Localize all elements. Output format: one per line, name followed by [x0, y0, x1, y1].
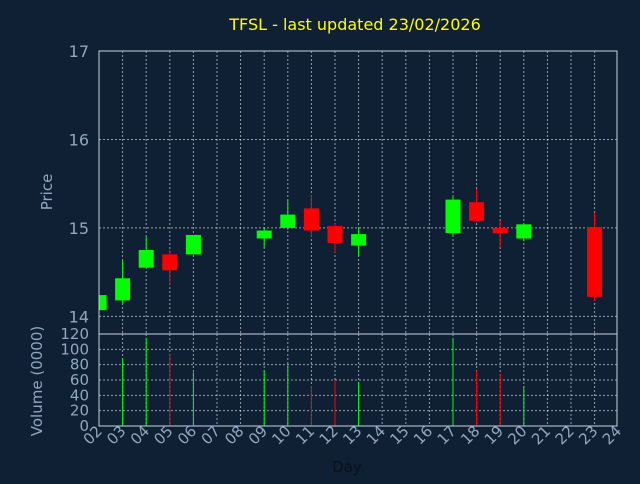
- chart-title: TFSL - last updated 23/02/2026: [228, 15, 481, 34]
- candle-body-12: [327, 226, 343, 243]
- x-axis-label: Day: [332, 458, 362, 476]
- volume-axis-label: Volume (0000): [28, 326, 46, 436]
- volume-tick-label-120: 120: [60, 325, 89, 343]
- price-axis-label: Price: [38, 174, 56, 211]
- candle-body-10: [280, 214, 296, 228]
- price-tick-label-15: 15: [69, 219, 89, 238]
- volume-panel-frame: [98, 333, 618, 427]
- price-tick-label-14: 14: [69, 307, 89, 326]
- candle-body-19: [492, 227, 508, 234]
- candle-body-09: [256, 230, 272, 239]
- volume-tick-label-0: 0: [79, 417, 89, 435]
- grid-layer: [99, 51, 617, 426]
- candle-body-13: [351, 234, 367, 246]
- candle-body-03: [115, 278, 131, 301]
- volume-tick-label-40: 40: [70, 386, 89, 404]
- candle-body-18: [469, 202, 485, 221]
- volume-tick-label-20: 20: [70, 402, 89, 420]
- volume-tick-label-100: 100: [60, 340, 89, 358]
- candle-body-02: [99, 295, 107, 311]
- candle-body-11: [303, 208, 319, 231]
- candle-body-04: [138, 249, 154, 268]
- candle-body-17: [445, 199, 461, 234]
- candle-body-05: [162, 254, 178, 271]
- candle-body-06: [185, 234, 201, 255]
- marks-layer: [98, 188, 603, 426]
- volume-tick-label-60: 60: [70, 371, 89, 389]
- volume-tick-label-80: 80: [70, 356, 89, 374]
- price-tick-label-17: 17: [69, 42, 89, 61]
- price-tick-label-16: 16: [69, 130, 89, 149]
- candle-body-20: [516, 224, 532, 239]
- candle-body-23: [587, 226, 603, 297]
